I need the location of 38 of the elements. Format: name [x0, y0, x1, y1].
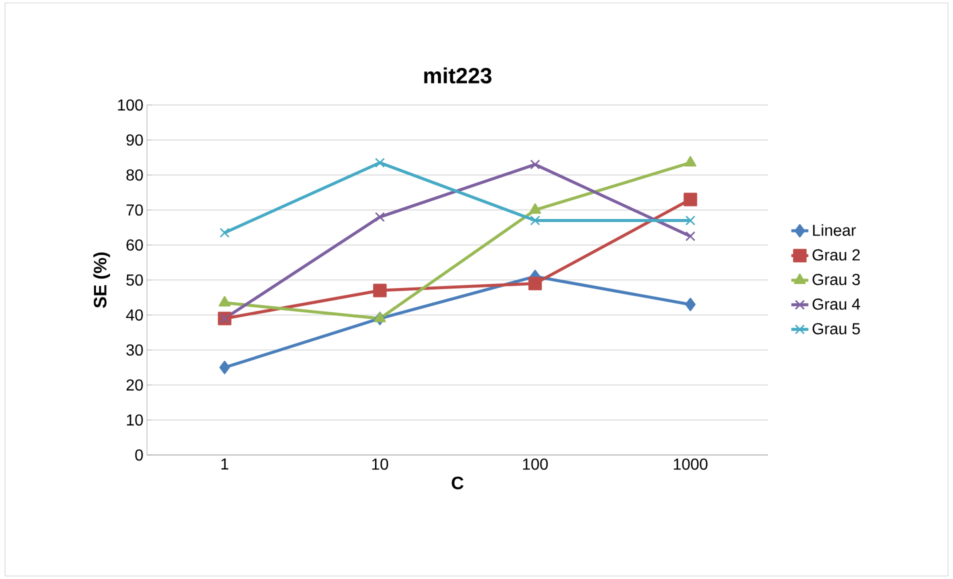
- point: [530, 159, 540, 170]
- point: [530, 215, 540, 226]
- y-tick-label: 50: [126, 274, 143, 286]
- x-tick-label: 1: [221, 458, 228, 470]
- y-tick-label: 30: [126, 344, 143, 356]
- x-axis-title: C: [452, 476, 464, 490]
- y-tick-label: 10: [126, 414, 143, 426]
- point: [373, 284, 387, 298]
- legend-label: Grau 3: [812, 274, 860, 286]
- point: [374, 312, 386, 322]
- y-tick-label: 80: [126, 169, 143, 181]
- x-tick-label: 100: [523, 458, 548, 470]
- y-tick-label: 60: [126, 239, 143, 251]
- x-tick-label: 10: [372, 458, 388, 470]
- point: [684, 156, 696, 166]
- y-tick-label: 90: [126, 134, 143, 146]
- y-axis-title: SE (%): [93, 252, 110, 308]
- y-tick-label: 100: [118, 99, 143, 111]
- legend-label: Grau 4: [812, 298, 860, 310]
- point: [219, 360, 230, 374]
- point: [374, 158, 385, 168]
- point: [685, 298, 696, 312]
- point: [685, 215, 696, 226]
- legend-label: Linear: [813, 224, 856, 236]
- y-tick-label: 70: [126, 204, 143, 216]
- point: [528, 276, 542, 290]
- y-tick-label: 20: [126, 379, 143, 391]
- legend-label: Grau 2: [812, 249, 860, 261]
- point: [684, 192, 698, 206]
- point: [685, 231, 696, 242]
- x-tick-label: 1000: [674, 458, 708, 470]
- legend-label: Grau 5: [812, 323, 860, 334]
- y-tick-label: 40: [126, 309, 143, 321]
- y-tick-label: 0: [135, 449, 143, 461]
- point: [220, 228, 230, 238]
- chart-title: mit223: [424, 67, 492, 84]
- point: [529, 203, 542, 214]
- point: [374, 212, 385, 222]
